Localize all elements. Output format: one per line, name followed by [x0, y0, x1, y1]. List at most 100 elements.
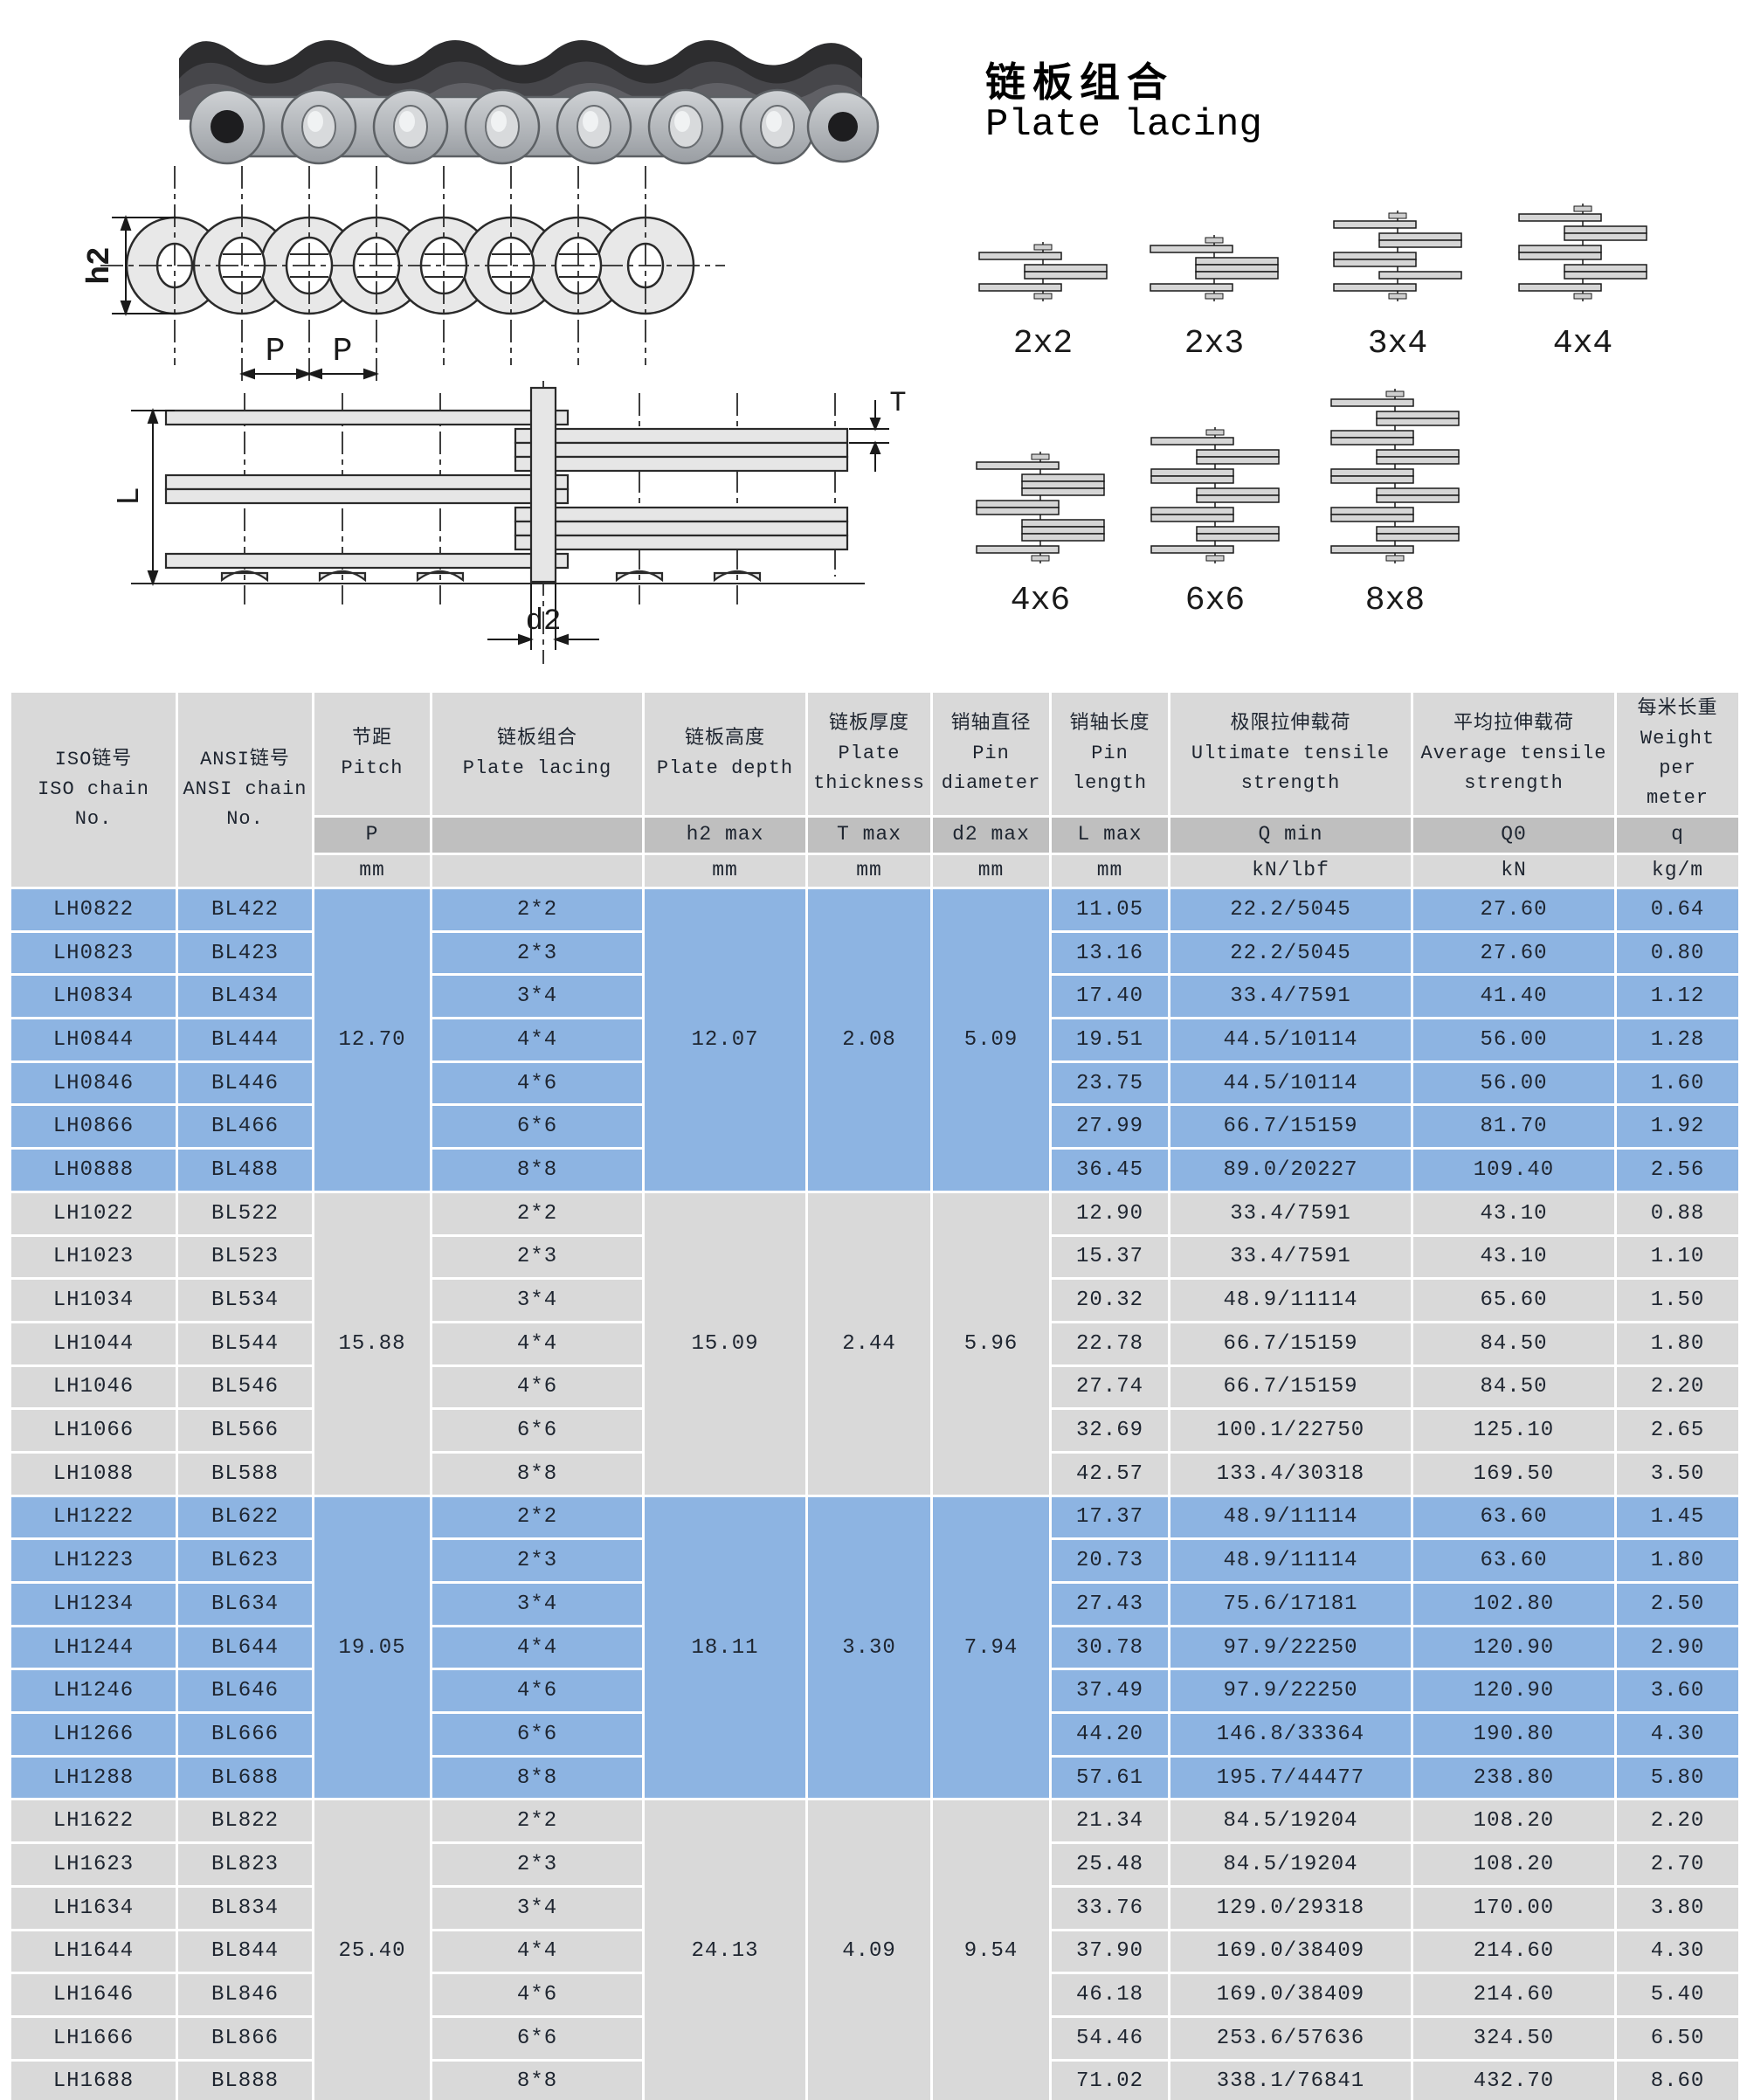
cell-q-min: 169.0/38409 [1168, 1972, 1413, 2018]
col-sub-lacing [430, 815, 645, 855]
cell-ansi: BL444 [176, 1017, 314, 1063]
cell-ansi: BL546 [176, 1364, 314, 1411]
cell-lacing: 3*4 [430, 1884, 645, 1931]
cell-pin-length: 27.74 [1049, 1364, 1170, 1411]
cell-ansi: BL446 [176, 1060, 314, 1107]
cell-q0: 65.60 [1411, 1277, 1617, 1323]
col-sub-ultimate: Q min [1168, 815, 1413, 855]
cell-lacing: 8*8 [430, 1450, 645, 1497]
cell-q0: 120.90 [1411, 1624, 1617, 1671]
lacing-label-4x4: 4x4 [1552, 325, 1613, 363]
cell-ansi: BL423 [176, 929, 314, 977]
lacing-diagram-8x8 [1330, 389, 1460, 563]
cell-pin-length: 13.16 [1049, 929, 1170, 977]
col-header-lacing: 链板组合 Plate lacing [430, 690, 645, 818]
cell-lacing: 4*6 [430, 1972, 645, 2018]
cell-iso: LH1634 [9, 1884, 178, 1931]
cell-lacing: 3*4 [430, 1277, 645, 1323]
cell-iso: LH0888 [9, 1147, 178, 1193]
table-row: LH0866 BL466 6*6 27.99 66.7/15159 81.70 1.92 [9, 1103, 1741, 1150]
cell-q: 1.80 [1614, 1320, 1741, 1367]
cell-ansi: BL534 [176, 1277, 314, 1323]
cell-lacing: 3*4 [430, 973, 645, 1020]
cell-q-min: 133.4/30318 [1168, 1450, 1413, 1497]
cell-pin-length: 17.40 [1049, 973, 1170, 1020]
cell-iso: LH1266 [9, 1711, 178, 1758]
col-unit-pitch: mm [312, 853, 432, 889]
cell-pin-length: 25.48 [1049, 1841, 1170, 1888]
cell-pin-length: 37.90 [1049, 1928, 1170, 1975]
cell-lacing: 2*2 [430, 1190, 645, 1237]
pin-heads [211, 105, 858, 149]
cell-pin-length: 15.37 [1049, 1233, 1170, 1281]
cell-plate-depth: 18.11 [642, 1494, 808, 1801]
cell-iso: LH1688 [9, 2058, 178, 2100]
d2-dimension [487, 584, 599, 650]
cell-q-min: 33.4/7591 [1168, 1233, 1413, 1281]
cell-q0: 27.60 [1411, 929, 1617, 977]
spec-table-head: ISO链号 ISO chain No. ANSI链号 ANSI chain No. 节距 Pi… [9, 690, 1741, 889]
cell-q0: 81.70 [1411, 1103, 1617, 1150]
h2-dimension [112, 215, 176, 316]
cell-ansi: BL588 [176, 1450, 314, 1497]
table-row: LH0823 BL423 2*3 13.16 22.2/5045 27.60 0.80 [9, 929, 1741, 977]
cell-q: 0.64 [1614, 887, 1741, 933]
cell-q: 2.20 [1614, 1798, 1741, 1845]
cell-ansi: BL488 [176, 1147, 314, 1193]
cell-lacing: 4*4 [430, 1320, 645, 1367]
col-sub-length: L max [1049, 815, 1170, 855]
cell-pitch: 15.88 [312, 1190, 432, 1497]
lacing-diagram-2x2 [978, 242, 1108, 301]
table-row: LH1646 BL846 4*6 46.18 169.0/38409 214.60 5.40 [9, 1972, 1741, 2018]
cell-q0: 63.60 [1411, 1537, 1617, 1584]
L-dimension [131, 408, 175, 586]
cell-lacing: 6*6 [430, 1711, 645, 1758]
cell-ansi: BL822 [176, 1798, 314, 1845]
cell-q0: 238.80 [1411, 1754, 1617, 1801]
cell-q0: 43.10 [1411, 1190, 1617, 1237]
cell-q0: 170.00 [1411, 1884, 1617, 1931]
cell-plate-depth: 15.09 [642, 1190, 808, 1497]
cell-q0: 63.60 [1411, 1494, 1617, 1541]
col-header-average: 平均拉伸载荷 Average tensile strength [1411, 690, 1617, 818]
table-row: LH1622 BL822 25.40 2*2 24.13 4.09 9.54 21.34 84.… [9, 1798, 1741, 2100]
cell-q-min: 66.7/15159 [1168, 1320, 1413, 1367]
cell-lacing: 8*8 [430, 2058, 645, 2100]
cell-q-min: 97.9/22250 [1168, 1624, 1413, 1671]
cell-plate-thickness: 2.08 [805, 887, 933, 1193]
col-sub-pitch: P [312, 815, 432, 855]
cell-iso: LH0822 [9, 887, 178, 933]
cell-q0: 56.00 [1411, 1060, 1617, 1107]
cell-iso: LH0844 [9, 1017, 178, 1063]
cell-iso: LH1044 [9, 1320, 178, 1367]
cell-q-min: 48.9/11114 [1168, 1277, 1413, 1323]
cell-iso: LH1088 [9, 1450, 178, 1497]
cell-ansi: BL844 [176, 1928, 314, 1975]
lacing-diagram-2x3 [1150, 235, 1279, 301]
cell-q: 1.45 [1614, 1494, 1741, 1541]
cell-q: 8.60 [1614, 2058, 1741, 2100]
cell-pin-length: 54.46 [1049, 2014, 1170, 2062]
table-row: LH0834 BL434 3*4 17.40 33.4/7591 41.40 1.12 [9, 973, 1741, 1020]
cell-q: 1.28 [1614, 1017, 1741, 1063]
table-row: LH1222 BL622 19.05 2*2 18.11 3.30 7.94 17.37 48.… [9, 1494, 1741, 1801]
cell-q-min: 66.7/15159 [1168, 1103, 1413, 1150]
chain-photo [179, 40, 880, 165]
cell-q0: 102.80 [1411, 1581, 1617, 1627]
cell-pin-length: 42.57 [1049, 1450, 1170, 1497]
lacing-label-4x6: 4x6 [1010, 582, 1071, 619]
cell-pin-length: 71.02 [1049, 2058, 1170, 2100]
cell-q-min: 97.9/22250 [1168, 1668, 1413, 1715]
cell-q-min: 33.4/7591 [1168, 973, 1413, 1020]
cell-q: 1.92 [1614, 1103, 1741, 1150]
cell-q: 3.60 [1614, 1668, 1741, 1715]
cell-iso: LH1244 [9, 1624, 178, 1671]
table-row: LH1288 BL688 8*8 57.61 195.7/44477 238.80 5.80 [9, 1754, 1741, 1801]
cell-q0: 214.60 [1411, 1928, 1617, 1975]
col-header-thickness: 链板厚度 Plate thickness [805, 690, 933, 818]
cell-q-min: 48.9/11114 [1168, 1537, 1413, 1584]
cell-pin-diameter: 5.09 [930, 887, 1052, 1193]
cell-ansi: BL434 [176, 973, 314, 1020]
plate-stack [164, 386, 849, 584]
cell-q0: 169.50 [1411, 1450, 1617, 1497]
